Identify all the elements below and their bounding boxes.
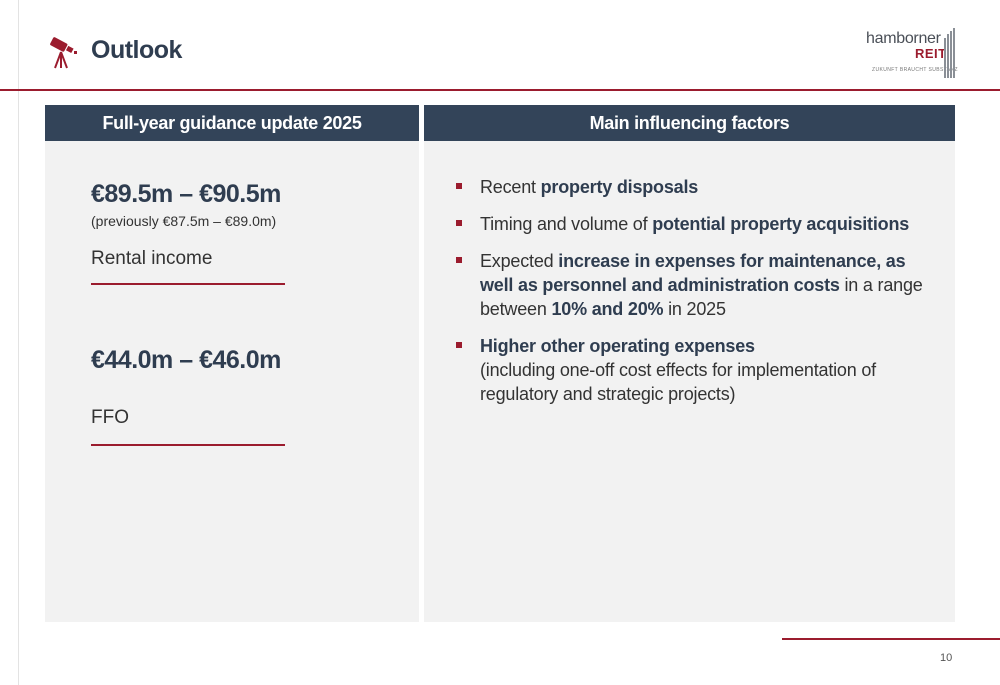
footer-divider <box>782 638 1000 640</box>
factor-item: Expected increase in expenses for mainte… <box>456 249 936 321</box>
page-number: 10 <box>940 652 953 664</box>
factor-item: Recent property disposals <box>456 175 936 199</box>
factor-item: Higher other operating expenses (includin… <box>456 334 936 406</box>
factor-text: in 2025 <box>663 299 726 319</box>
factor-text: Recent <box>480 177 541 197</box>
bullet-icon <box>456 342 462 348</box>
factors-panel: Main influencing factors Recent property… <box>424 105 955 622</box>
factor-emphasis: potential property acquisitions <box>652 214 910 234</box>
bullet-icon <box>456 183 462 189</box>
logo-tagline: ZUKUNFT BRAUCHT SUBSTANZ <box>872 67 958 73</box>
kpi-value: €89.5m – €90.5m <box>91 180 281 208</box>
factor-text: in a range between <box>480 275 923 319</box>
rental-income-kpi: €89.5m – €90.5m (previously €87.5m – €89… <box>91 180 281 229</box>
factor-emphasis: 10% and 20% <box>551 299 664 319</box>
header-divider <box>0 89 1000 91</box>
factors-heading: Main influencing factors <box>424 105 955 141</box>
bullet-icon <box>456 220 462 226</box>
factor-text: Expected <box>480 251 559 271</box>
factor-text: (including one-off cost effects for impl… <box>480 360 876 404</box>
telescope-icon <box>50 37 77 69</box>
factor-item: Timing and volume of potential property … <box>456 212 936 236</box>
factor-emphasis: Higher other operating expenses <box>480 336 755 356</box>
logo-name: hamborner <box>866 30 941 47</box>
factor-emphasis: increase in expenses for maintenance, as… <box>480 251 906 295</box>
page-title: Outlook <box>91 36 182 64</box>
kpi-underline <box>91 444 285 446</box>
factor-emphasis: property disposals <box>540 177 699 197</box>
guidance-panel: Full-year guidance update 2025 €89.5m – … <box>45 105 419 622</box>
kpi-underline <box>91 283 285 285</box>
bullet-icon <box>456 257 462 263</box>
building-icon <box>944 28 955 78</box>
guidance-heading: Full-year guidance update 2025 <box>45 105 419 141</box>
company-logo: hamborner REIT ZUKUNFT BRAUCHT SUBSTANZ <box>866 26 958 80</box>
factor-text: Timing and volume of <box>480 214 653 234</box>
factor-list: Recent property disposals Timing and volu… <box>456 175 936 419</box>
ffo-kpi: €44.0m – €46.0m <box>91 346 281 375</box>
logo-reit: REIT <box>915 46 947 61</box>
kpi-previous: (previously €87.5m – €89.0m) <box>91 213 277 229</box>
kpi-label: FFO <box>91 407 129 428</box>
kpi-label: Rental income <box>91 248 213 269</box>
left-margin-rule <box>18 0 19 685</box>
kpi-value: €44.0m – €46.0m <box>91 346 281 374</box>
